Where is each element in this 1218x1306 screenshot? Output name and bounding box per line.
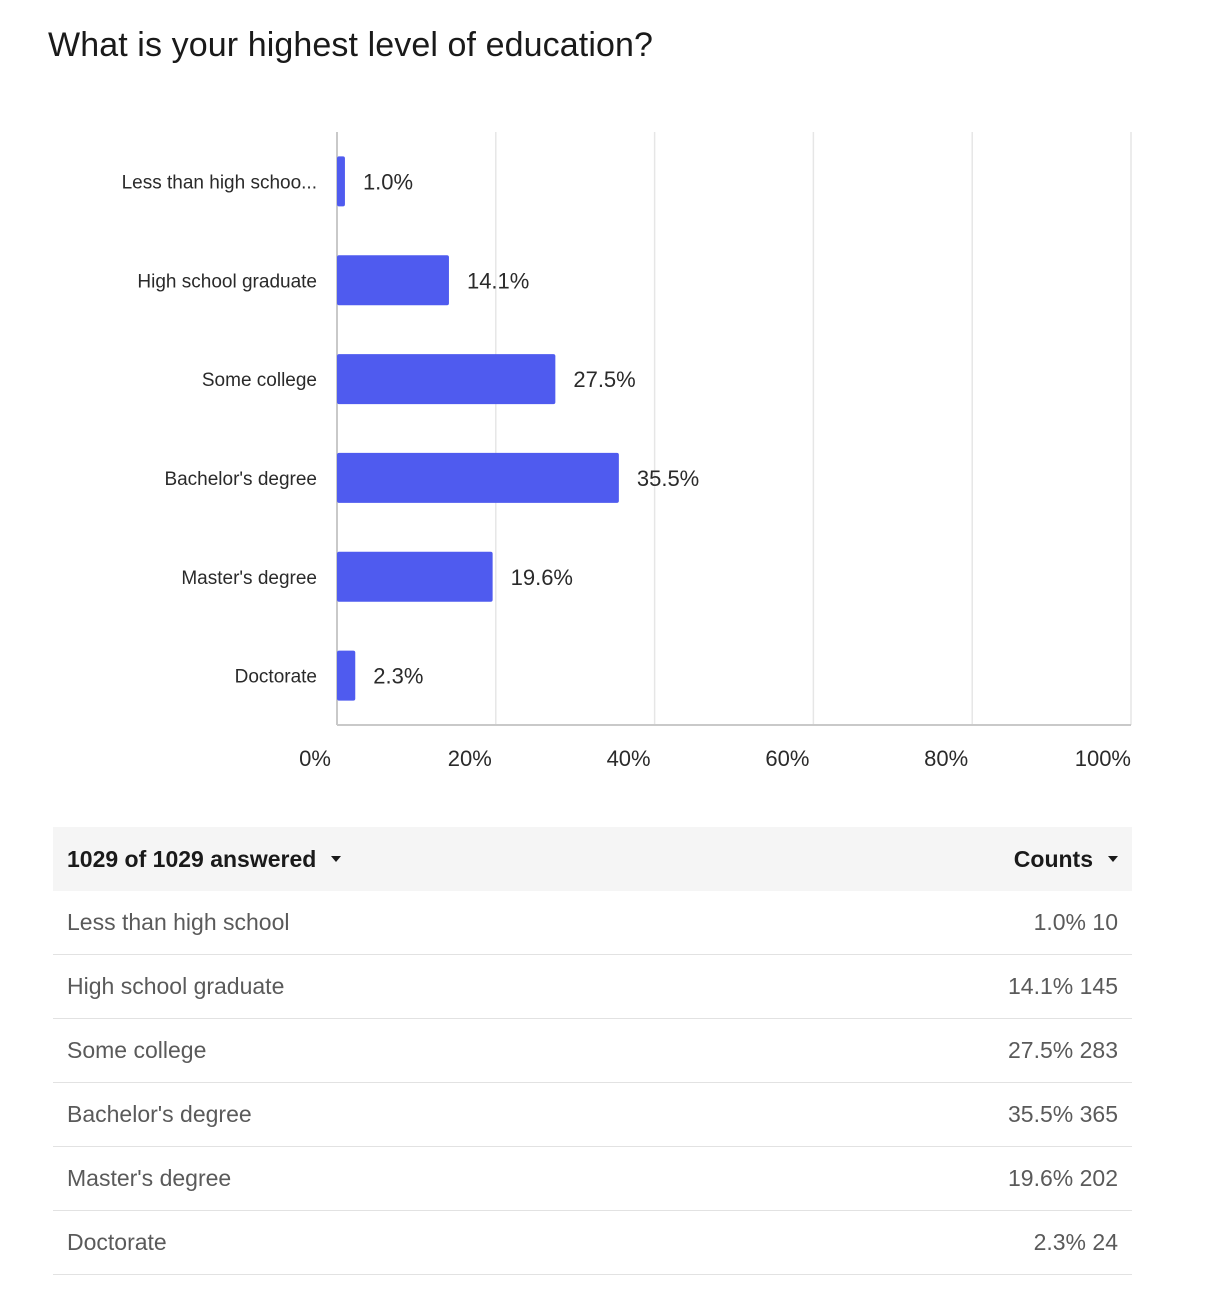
x-tick-label: 60%	[765, 746, 809, 771]
table-row: Bachelor's degree 35.5% 365	[53, 1083, 1132, 1147]
x-tick-label: 40%	[607, 746, 651, 771]
bar[interactable]	[337, 255, 449, 306]
x-tick-label: 0%	[299, 746, 331, 771]
row-values: 14.1% 145	[1008, 973, 1118, 1000]
category-label: Bachelor's degree	[164, 469, 317, 490]
table-body: Less than high school 1.0% 10 High school …	[53, 891, 1132, 1275]
row-percent: 27.5%	[1008, 1037, 1074, 1063]
category-label: Master's degree	[181, 568, 317, 589]
table-row: Doctorate 2.3% 24	[53, 1211, 1132, 1275]
table-row: High school graduate 14.1% 145	[53, 955, 1132, 1019]
bar-chart: 0% 20% 40% 60% 80% 100% Less than high schoo..…	[122, 132, 1132, 771]
row-count: 24	[1092, 1229, 1118, 1255]
data-label: 35.5%	[637, 466, 699, 491]
table-row: Master's degree 19.6% 202	[53, 1147, 1132, 1211]
row-values: 2.3% 24	[1034, 1229, 1118, 1256]
data-label: 27.5%	[573, 367, 635, 392]
bar[interactable]	[337, 551, 493, 602]
category-label: Less than high schoo...	[122, 172, 317, 193]
row-label: Doctorate	[67, 1229, 167, 1255]
bar[interactable]	[337, 354, 556, 405]
caret-down-icon	[331, 856, 342, 862]
row-count: 365	[1079, 1101, 1118, 1127]
category-label: High school graduate	[137, 271, 317, 292]
page-title: What is your highest level of education?	[48, 26, 654, 64]
row-percent: 19.6%	[1008, 1165, 1074, 1191]
row-label: Less than high school	[67, 909, 290, 935]
row-percent: 2.3%	[1033, 1229, 1087, 1255]
counts-dropdown[interactable]: Counts	[1014, 846, 1118, 873]
x-tick-label: 100%	[1075, 746, 1131, 771]
row-label: Bachelor's degree	[67, 1101, 252, 1127]
table-row: Less than high school 1.0% 10	[53, 891, 1132, 955]
row-label: Some college	[67, 1037, 207, 1063]
bar[interactable]	[337, 650, 356, 701]
row-count: 145	[1079, 973, 1118, 999]
caret-down-icon	[1108, 856, 1118, 862]
counts-label: Counts	[1013, 845, 1093, 872]
answered-label: 1029 of 1029 answered	[67, 845, 317, 872]
row-label: Master's degree	[67, 1165, 232, 1191]
category-label: Some college	[202, 370, 317, 391]
x-tick-label: 20%	[448, 746, 492, 771]
row-values: 27.5% 283	[1008, 1037, 1118, 1064]
category-label: Doctorate	[235, 667, 317, 688]
row-percent: 14.1%	[1008, 973, 1074, 999]
data-label: 2.3%	[373, 664, 423, 689]
bar[interactable]	[337, 452, 619, 503]
row-percent: 1.0%	[1033, 909, 1087, 935]
data-label: 1.0%	[363, 169, 413, 194]
answered-dropdown[interactable]: 1029 of 1029 answered	[67, 845, 342, 873]
data-label: 19.6%	[511, 565, 573, 590]
row-values: 1.0% 10	[1034, 909, 1118, 936]
table-row: Some college 27.5% 283	[53, 1019, 1132, 1083]
x-tick-label: 80%	[924, 746, 968, 771]
row-values: 35.5% 365	[1008, 1101, 1118, 1128]
row-label: High school graduate	[67, 973, 285, 999]
data-label: 14.1%	[467, 268, 529, 293]
bar[interactable]	[337, 156, 345, 207]
results-table: 1029 of 1029 answered Counts Less than h…	[53, 827, 1132, 1275]
table-header: 1029 of 1029 answered Counts	[53, 827, 1132, 891]
row-values: 19.6% 202	[1008, 1165, 1118, 1192]
row-percent: 35.5%	[1008, 1101, 1074, 1127]
row-count: 202	[1079, 1165, 1118, 1191]
row-count: 283	[1079, 1037, 1118, 1063]
row-count: 10	[1092, 909, 1118, 935]
